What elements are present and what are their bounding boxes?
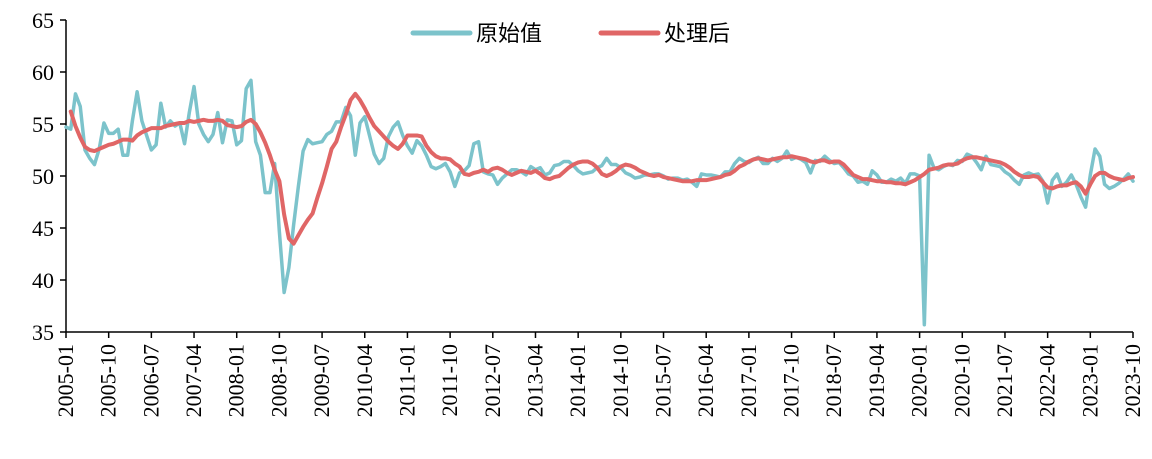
x-tick-label: 2014-01 [565,344,590,417]
x-tick-label: 2005-10 [96,344,121,417]
series-line-processed [68,91,1135,246]
y-tick-label: 35 [32,320,54,345]
x-tick-label: 2009-07 [309,344,334,417]
x-tick-label: 2020-10 [949,344,974,417]
x-tick-label: 2007-04 [181,344,206,417]
x-tick-label: 2023-01 [1077,344,1102,417]
x-tick-label: 2012-07 [480,344,505,417]
legend: 原始值 处理后 [410,22,730,47]
x-tick-label: 2008-01 [224,344,249,417]
x-tick-label: 2016-04 [693,344,718,417]
x-tick-label: 2017-10 [779,344,804,417]
x-axis: 2005-01 2005-10 2006-07 2007-04 2008-01 2008-… [53,331,1145,417]
series-line-raw [64,78,1135,327]
x-tick-label: 2005-01 [53,344,78,417]
series-layer [64,78,1135,327]
x-tick-label: 2019-04 [864,344,889,417]
y-tick-label: 40 [32,268,54,293]
y-tick-label: 65 [32,8,54,33]
x-tick-label: 2021-07 [992,344,1017,417]
x-tick-label: 2011-01 [394,344,419,417]
x-tick-label: 2008-10 [266,344,291,417]
x-tick-label: 2015-07 [651,344,676,417]
y-tick-label: 55 [32,112,54,137]
x-tick-label: 2023-10 [1120,344,1145,417]
x-tick-label: 2020-01 [907,344,932,417]
y-axis: 35 40 45 50 55 60 65 [32,8,67,345]
legend-label-raw: 原始值 [476,22,542,47]
x-tick-label: 2022-04 [1035,344,1060,417]
x-tick-label: 2010-04 [352,344,377,417]
x-tick-label: 2014-10 [608,344,633,417]
x-tick-label: 2011-10 [437,344,462,417]
x-tick-label: 2017-01 [736,344,761,417]
legend-label-processed: 处理后 [664,22,730,47]
x-tick-label: 2018-07 [821,344,846,417]
x-tick-label: 2006-07 [138,344,163,417]
x-tick-label: 2013-04 [522,344,547,417]
y-tick-label: 50 [32,164,54,189]
y-tick-label: 45 [32,216,54,241]
y-tick-label: 60 [32,60,54,85]
